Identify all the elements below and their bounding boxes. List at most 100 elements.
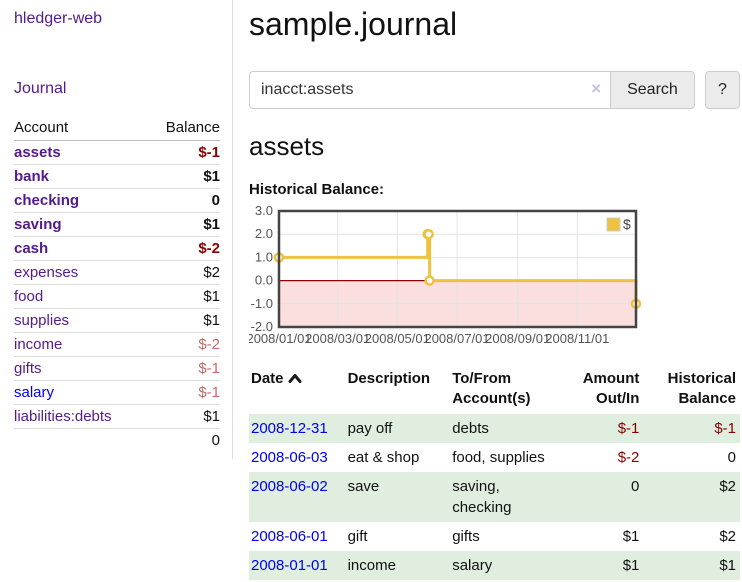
account-balance: $-1 (146, 380, 220, 405)
transaction-amount: $1 (622, 527, 640, 545)
register-col-description: Description (347, 370, 431, 387)
svg-text:-1.0: -1.0 (251, 296, 273, 311)
register-col-balance: Historical Balance (667, 370, 736, 408)
page-title: sample.journal (249, 6, 458, 42)
transaction-accounts: gifts (452, 527, 480, 545)
sidebar-item-journal[interactable]: Journal (14, 80, 67, 97)
svg-text:2008/05/01: 2008/05/01 (365, 331, 430, 346)
account-balance: $1 (146, 284, 220, 309)
search-button[interactable]: Search (610, 71, 695, 109)
accounts-col-account: Account (14, 116, 147, 141)
chart-svg: $3.0 2.0 1.0 0.0 -1.0 -2.02008/01/012008/03/0… (246, 203, 642, 346)
sidebar-account-link-supplies[interactable]: supplies (14, 312, 70, 329)
account-row: saving $1 (14, 212, 220, 237)
account-row: cash $-2 (14, 236, 220, 261)
svg-text:0.0: 0.0 (255, 273, 273, 288)
account-balance: $1 (146, 164, 220, 189)
chevron-up-icon (288, 370, 302, 390)
svg-text:1.0: 1.0 (255, 249, 273, 264)
transaction-balance: $2 (719, 527, 736, 545)
table-row: 2008-06-01 gift gifts $1 $2 (249, 522, 740, 551)
table-row: 2008-06-02 save saving, checking 0 $2 (249, 471, 740, 522)
svg-text:2008/09/01: 2008/09/01 (485, 331, 550, 346)
accounts-total: 0 (146, 428, 220, 453)
sidebar-account-link-liabilities-debts[interactable]: liabilities:debts (14, 408, 112, 425)
transaction-description: save (345, 471, 451, 522)
sidebar-account-link-saving[interactable]: saving (14, 216, 62, 233)
svg-text:2008/07/01: 2008/07/01 (424, 331, 489, 346)
svg-text:3.0: 3.0 (255, 206, 273, 218)
register-table: Date Description To/From Account(s) Amou… (249, 367, 740, 580)
transaction-description: eat & shop (347, 448, 420, 466)
clear-search-icon[interactable]: × (591, 79, 602, 98)
account-balance: $-1 (146, 356, 220, 381)
transaction-date: 2008-12-31 (249, 413, 346, 443)
account-row: gifts $-1 (14, 356, 220, 381)
transaction-amount: $1 (558, 550, 644, 580)
search-input[interactable] (249, 71, 611, 109)
chart-title: Historical Balance: (249, 181, 385, 198)
sidebar: hledger-web Journal Account Balance asse… (0, 0, 233, 459)
svg-text:2008/03/01: 2008/03/01 (305, 331, 370, 346)
account-row: food $1 (14, 284, 220, 309)
chart-legend: $ (606, 216, 631, 232)
sidebar-account-link-expenses[interactable]: expenses (14, 264, 79, 281)
account-balance: $1 (146, 212, 220, 237)
sidebar-account-link-assets[interactable]: assets (14, 144, 61, 161)
svg-text:2.0: 2.0 (255, 226, 273, 241)
register-col-date[interactable]: Date (249, 367, 346, 414)
app-title-link[interactable]: hledger-web (14, 10, 103, 27)
account-row: expenses $2 (14, 260, 220, 285)
register-col-accounts: To/From Account(s) (452, 370, 531, 408)
help-button[interactable]: ? (704, 71, 740, 109)
transaction-amount: 0 (558, 471, 644, 522)
account-row: salary $-1 (14, 380, 220, 405)
account-balance: $1 (146, 404, 220, 429)
sidebar-account-link-checking[interactable]: checking (14, 192, 80, 209)
table-row: 2008-12-31 pay off debts $-1 $-1 (249, 413, 740, 443)
transaction-accounts: salary (450, 550, 559, 580)
transaction-balance: $-1 (643, 413, 740, 443)
transaction-date: 2008-06-02 (249, 471, 346, 522)
transaction-balance: $1 (643, 550, 740, 580)
register-col-amount: Amount Out/In (582, 370, 640, 408)
sidebar-account-link-gifts[interactable]: gifts (14, 360, 42, 377)
transaction-balance: $2 (643, 471, 740, 522)
account-balance: $-1 (146, 140, 220, 165)
transaction-date: 2008-06-01 (251, 527, 328, 545)
account-balance: $1 (146, 308, 220, 333)
account-row: income $-2 (14, 332, 220, 357)
sidebar-account-link-cash[interactable]: cash (14, 240, 49, 257)
transaction-description: gift (347, 527, 368, 545)
accounts-total-row: 0 (14, 428, 220, 453)
transaction-accounts: saving, checking (450, 471, 559, 522)
transaction-balance: 0 (727, 448, 736, 466)
search-bar: × Search ? (249, 71, 740, 109)
sidebar-account-link-income[interactable]: income (14, 336, 63, 353)
historical-balance-chart: $3.0 2.0 1.0 0.0 -1.0 -2.0 2008/01/01 2008/03/0… (246, 203, 740, 355)
account-row: bank $1 (14, 164, 220, 189)
sidebar-account-link-bank[interactable]: bank (14, 168, 50, 185)
transaction-amount: $-1 (558, 413, 644, 443)
sidebar-account-link-salary[interactable]: salary (14, 384, 55, 401)
transaction-description: income (345, 550, 451, 580)
main-content: sample.journal × Search ? assets Histori… (233, 0, 742, 580)
svg-text:-2.0: -2.0 (251, 319, 273, 334)
table-row: 2008-01-01 income salary $1 $1 (249, 550, 740, 580)
account-balance: $-2 (146, 332, 220, 357)
account-row: liabilities:debts $1 (14, 404, 220, 429)
accounts-table: Account Balance assets $-1 bank $1 checking 0… (14, 116, 220, 453)
transaction-date: 2008-06-03 (251, 448, 328, 466)
transaction-description: pay off (345, 413, 451, 443)
sidebar-account-link-food[interactable]: food (14, 288, 44, 305)
account-balance: $-2 (146, 236, 220, 261)
account-row: assets $-1 (14, 140, 220, 165)
account-heading: assets (249, 131, 325, 161)
account-row: checking 0 (14, 188, 220, 213)
svg-text:$: $ (623, 216, 631, 232)
account-balance: $2 (146, 260, 220, 285)
svg-text:2008/01/01: 2008/01/01 (249, 331, 312, 346)
transaction-accounts: food, supplies (452, 448, 545, 466)
transaction-accounts: debts (450, 413, 559, 443)
transaction-date: 2008-01-01 (249, 550, 346, 580)
